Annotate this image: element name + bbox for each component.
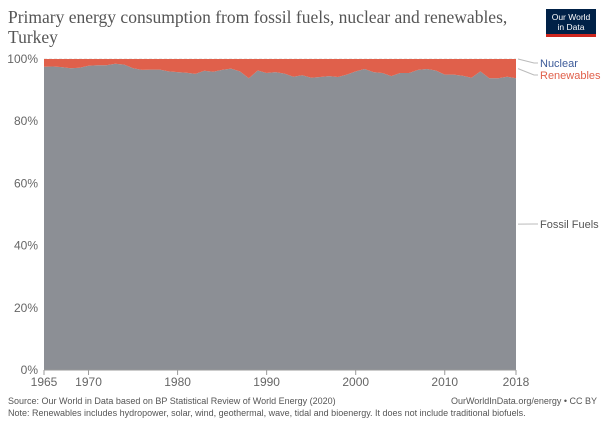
legend-connector [517,68,538,76]
footnote-text: Note: Renewables includes hydropower, so… [8,408,526,418]
renewables-area [44,59,516,79]
source-url-link[interactable]: OurWorldInData.org/energy • CC BY [450,396,597,406]
x-tick-label: 1980 [164,375,191,389]
legend-label: Nuclear [540,58,578,70]
x-tick-label: 1990 [253,375,280,389]
source-text: Source: Our World in Data based on BP St… [8,396,336,406]
y-tick-label: 100% [7,52,38,66]
y-tick-label: 20% [14,301,38,315]
owid-logo[interactable]: Our World in Data [546,9,596,37]
legend-label: Renewables [540,70,601,82]
y-tick-label: 0% [21,363,39,377]
x-tick-label: 1970 [75,375,102,389]
y-tick-label: 80% [14,114,38,128]
y-tick-label: 40% [14,239,38,253]
chart-svg: 0% 20% 40% 60% 80% 100% 1965 1970 1980 1990 2000 20… [7,52,601,389]
x-tick-label: 2010 [431,375,458,389]
x-tick-label: 1965 [31,375,58,389]
chart-title: Primary energy consumption from fossil f… [8,7,508,47]
x-tick-label: 2000 [342,375,369,389]
logo-accent-bar [546,34,596,37]
logo-line2: in Data [557,22,585,32]
logo-line1: Our World [551,12,591,22]
legend-label: Fossil Fuels [540,219,599,231]
legend-connector [517,58,538,64]
y-tick-label: 60% [14,176,38,190]
x-tick-label: 2018 [503,375,530,389]
fossil-fuels-area [44,63,516,370]
